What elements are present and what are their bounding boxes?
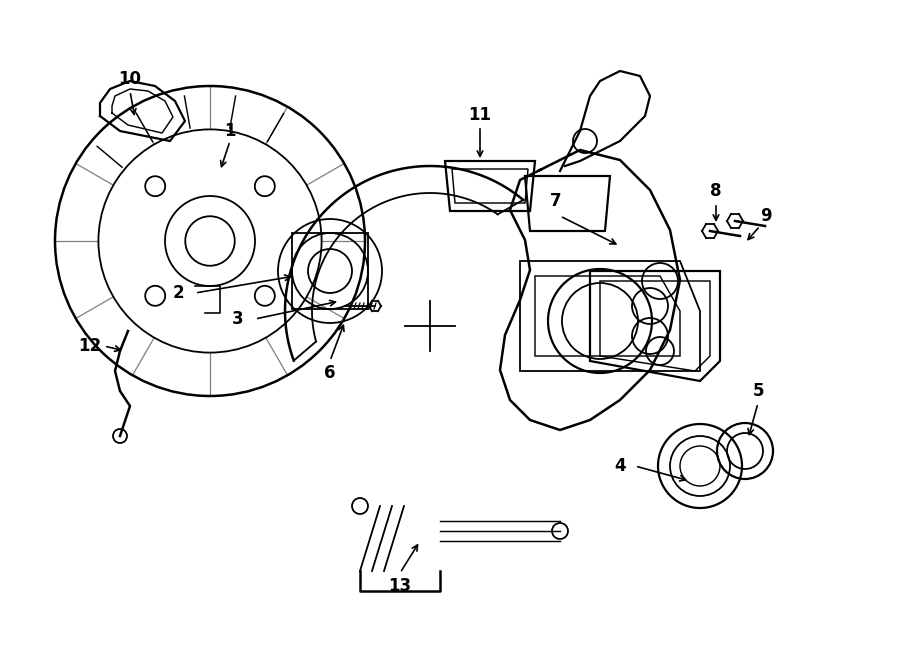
- Text: 9: 9: [760, 207, 772, 225]
- Text: 2: 2: [172, 284, 184, 302]
- Text: 7: 7: [550, 192, 562, 210]
- Text: 1: 1: [224, 122, 236, 140]
- Text: 13: 13: [389, 577, 411, 595]
- Text: 10: 10: [119, 70, 141, 88]
- Text: 12: 12: [78, 337, 102, 355]
- Text: 5: 5: [752, 382, 764, 400]
- Text: 6: 6: [324, 364, 336, 382]
- Text: 8: 8: [710, 182, 722, 200]
- Text: 3: 3: [232, 310, 244, 328]
- Text: 4: 4: [614, 457, 626, 475]
- Text: 11: 11: [469, 106, 491, 124]
